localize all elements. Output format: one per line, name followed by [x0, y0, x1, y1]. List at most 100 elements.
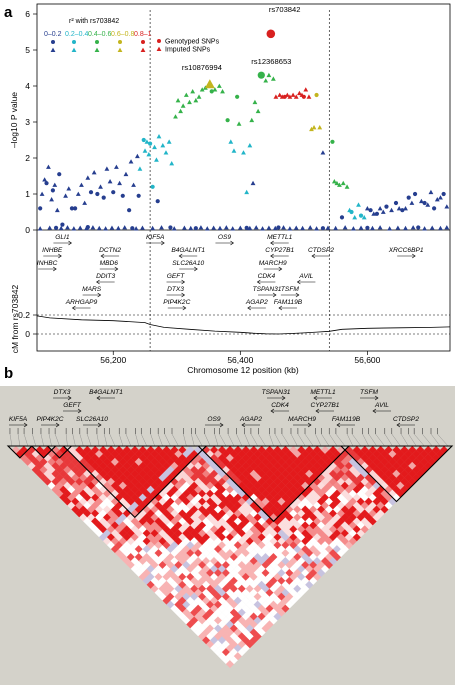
snp-connector — [204, 433, 211, 447]
gene-label: CDK4 — [258, 273, 276, 280]
imputed-snp-point — [270, 76, 276, 81]
snp-connector — [258, 433, 266, 447]
genotyped-snp-point — [301, 94, 306, 99]
imputed-snp-point — [128, 159, 134, 164]
legend-bins: 0–0.2 0.2–0.4 0.4–0.6 0.6–0.8 0.8–1 — [44, 31, 152, 52]
gene-arrow-head — [96, 279, 100, 285]
legend-marker-label: Imputed SNPs — [165, 47, 211, 54]
region-boundaries — [149, 10, 330, 351]
y-axis-ticks: 0 1 2 3 4 5 6 — [25, 9, 37, 235]
legend-bin-circle — [51, 40, 55, 44]
snp-connector — [352, 433, 361, 447]
snp-connector — [9, 433, 13, 447]
legend-marker-circle — [157, 39, 161, 43]
genotyped-snp-point — [155, 199, 160, 204]
imputed-snp-point — [241, 150, 246, 155]
imputed-snp-point — [211, 225, 217, 230]
imputed-snp-point — [114, 164, 119, 169]
imputed-snp-point — [333, 225, 339, 231]
imputed-snp-point — [344, 184, 350, 189]
genotyped-snp-point — [384, 204, 389, 209]
ld-panel: DTX3 B4GALNT1 GEFT KIF5A PIP4K2C SLC26A10 TSPA… — [0, 386, 455, 685]
imputed-snp-point — [309, 126, 314, 132]
genotyped-snp-point — [349, 209, 354, 215]
imputed-snp-point — [293, 225, 299, 230]
imputed-snp-point — [231, 148, 237, 153]
haplotype-block — [62, 445, 208, 519]
ld-gene-arrow-head — [96, 395, 101, 401]
imputed-snp-point — [52, 182, 58, 187]
gene-arrow-head — [278, 305, 283, 311]
snp-connector — [109, 433, 116, 447]
ld-heatmap — [11, 445, 449, 669]
gene-label: INHBE — [42, 247, 63, 254]
genotyped-snp-point — [73, 206, 78, 211]
legend-bin-label: 0.4–0.6 — [88, 31, 111, 38]
imputed-snp-point — [331, 179, 337, 184]
imputed-snp-point — [250, 180, 256, 186]
x-axis-label: Chromosome 12 position (kb) — [187, 365, 299, 375]
imputed-snp-point — [396, 206, 402, 211]
ld-gene-label: CYP27B1 — [311, 402, 340, 409]
imputed-snp-point — [182, 225, 187, 230]
ld-gene-label: METTL1 — [310, 389, 336, 396]
genotyped-snp-point — [88, 190, 94, 195]
gene-arrow-head — [71, 305, 76, 311]
imputed-snp-point — [419, 198, 424, 204]
gene-label: CTDSP2 — [308, 247, 334, 254]
recomb-guides — [37, 314, 450, 335]
genotyped-snp-point — [393, 200, 399, 206]
imputed-snp-point — [371, 211, 377, 216]
snp-connector — [236, 433, 243, 447]
haplotype-blocks — [6, 445, 454, 523]
imputed-snp-point — [107, 179, 113, 184]
genotyped-snp-point — [422, 200, 427, 206]
imputed-snp-point — [410, 225, 416, 230]
gene-arrow-head — [181, 279, 186, 285]
genotyped-snp-point — [44, 181, 49, 186]
imputed-snp-point — [293, 94, 299, 99]
imputed-snp-point — [66, 186, 72, 191]
gene-label: INHBC — [37, 260, 58, 267]
imputed-snp-point — [337, 182, 342, 187]
imputed-snp-point — [422, 226, 427, 231]
snp-connector — [269, 433, 274, 447]
gene-arrow-head — [311, 253, 316, 259]
imputed-snp-point — [75, 191, 81, 196]
snp-position-ticks — [9, 428, 449, 447]
imputed-snp-point — [287, 226, 293, 231]
gene-arrow-head — [411, 253, 416, 259]
snp-annotation: rs10876994 — [182, 63, 222, 72]
gene-label: KIF5A — [146, 234, 165, 241]
haplotype-block — [46, 445, 73, 459]
snp-connector — [329, 433, 338, 447]
legend-title: r² with rs703842 — [69, 18, 119, 25]
imputed-snp-point — [429, 225, 435, 230]
imputed-snp-point — [300, 225, 305, 231]
imputed-snp-point — [425, 202, 431, 207]
genotyped-snp-point — [365, 225, 370, 230]
genotyped-snp-point — [136, 193, 141, 198]
snp-connector — [86, 433, 92, 447]
genotyped-snp-point — [314, 92, 319, 98]
panel-a-letter: a — [4, 4, 13, 21]
ld-gene-arrow-head — [396, 422, 401, 428]
imputed-snp-point — [166, 139, 172, 144]
imputed-snp-point — [356, 202, 361, 207]
imputed-snp-point — [290, 92, 296, 97]
ld-gene-arrow-head — [67, 395, 72, 401]
imputed-snp-point — [71, 226, 77, 231]
x-tick-label: 56,400 — [227, 355, 253, 365]
gene-arrow-head — [247, 305, 252, 311]
imputed-snp-point — [82, 200, 88, 205]
ld-gene-arrow-head — [97, 422, 102, 428]
ld-gene-label: PIP4K2C — [36, 416, 63, 423]
imputed-snp-point — [199, 87, 205, 92]
imputed-snp-point — [236, 121, 242, 126]
imputed-snp-point — [351, 226, 356, 231]
gene-label: DCTN2 — [99, 247, 121, 254]
imputed-snp-point — [144, 139, 150, 144]
ld-gene-label: KIF5A — [9, 416, 28, 423]
